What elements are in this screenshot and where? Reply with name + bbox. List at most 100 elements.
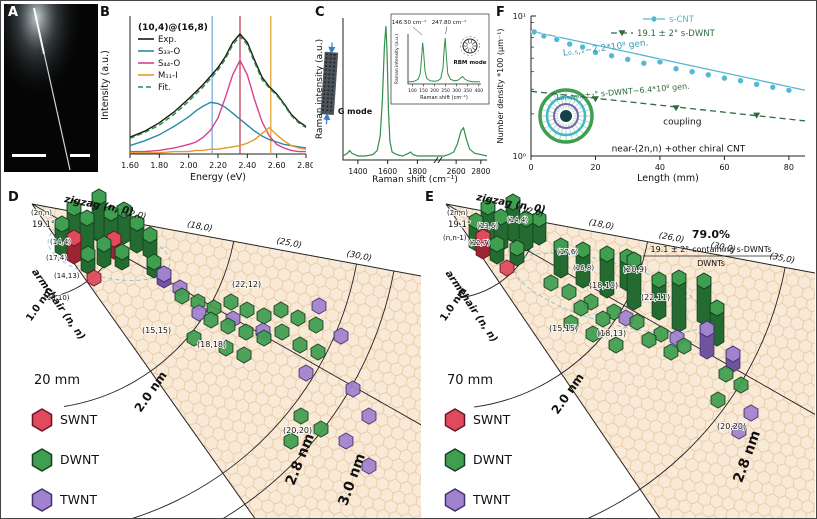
svg-text:19.1 ± 2° s-DWNT: 19.1 ± 2° s-DWNT [637,29,716,39]
svg-text:20: 20 [590,163,600,172]
data-point [785,86,793,94]
scale-bar [12,154,46,157]
svg-text:(12,7): (12,7) [469,239,490,247]
svg-text:2.0 nm: 2.0 nm [132,369,170,415]
svg-text:(18,0): (18,0) [588,218,615,233]
series-line [130,58,306,153]
dwnt-cross-section-graphic [538,88,594,144]
data-point [530,28,538,36]
svg-text:2.20: 2.20 [209,161,227,170]
svg-text:(18,18): (18,18) [197,340,226,349]
diameter-arc [131,264,357,518]
trend-line [530,90,806,122]
raman-curve [342,25,488,157]
svg-text:(35,0): (35,0) [769,252,796,267]
svg-text:300: 300 [452,88,461,94]
svg-text:(17,6): (17,6) [557,248,578,256]
panel-label-b: B [100,5,110,20]
svg-text:Raman shift (cm⁻¹): Raman shift (cm⁻¹) [420,95,468,101]
chirality-markers [54,188,377,475]
axes [129,16,306,155]
data-point [640,59,648,67]
svg-text:200: 200 [430,88,439,94]
svg-text:(14,4): (14,4) [50,238,71,246]
data-point [753,112,761,119]
legend-hexagon [31,408,53,432]
panel-label-e: E [425,190,434,205]
svg-text:coupling: coupling [663,117,701,127]
data-point [566,40,573,48]
svg-text:2.40: 2.40 [238,161,256,170]
svg-text:(2n,n): (2n,n) [31,209,52,217]
legend-hexagon [31,448,53,472]
svg-text:(12,0): (12,0) [518,205,545,220]
svg-text:(12,0): (12,0) [120,208,147,222]
svg-text:2.60: 2.60 [268,161,286,170]
chirality-map-20mm: (2n,n) 19.1° (14,4) (17,4) (14,13) (10,10) (22… [24,188,421,518]
svg-text:1.0 nm: 1.0 nm [24,286,55,324]
svg-text:M₁₁-I: M₁₁-I [158,71,178,81]
svg-text:40: 40 [655,163,665,172]
svg-text:10⁰: 10⁰ [513,152,526,161]
data-point [704,71,712,79]
chirality-markers [468,193,759,440]
data-point [672,105,680,112]
svg-text:19.1°: 19.1° [448,220,471,230]
svg-text:Length (mm): Length (mm) [637,173,699,184]
graphene-lattice [446,204,815,518]
family-highlight-ellipse [47,222,171,282]
svg-text:TWNT: TWNT [59,492,97,507]
svg-text:79.0%: 79.0% [692,228,730,241]
svg-text:70 mm: 70 mm [447,373,493,388]
graphene-lattice [32,204,421,518]
svg-text:1.80: 1.80 [150,161,168,170]
svg-text:Exp.: Exp. [158,35,177,45]
svg-text:SWNT: SWNT [473,412,511,427]
svg-text:near-(2n,n) +other chiral CNT: near-(2n,n) +other chiral CNT [612,144,746,154]
svg-text:247.80 cm⁻¹: 247.80 cm⁻¹ [432,19,466,26]
svg-text:(14,4): (14,4) [507,216,528,224]
svg-text:(30,0): (30,0) [710,241,737,256]
svg-text:L₀.₅,₁₉.₁±₂° s-DWNT~6.4*10⁸ ge: L₀.₅,₁₉.₁±₂° s-DWNT~6.4*10⁸ gen. [556,82,690,103]
svg-text:TWNT: TWNT [472,492,510,507]
svg-text:10¹: 10¹ [513,12,526,21]
svg-text:80: 80 [784,163,794,172]
svg-text:2600: 2600 [447,167,466,176]
panel-label-c: C [315,5,325,20]
svg-text:DWNT: DWNT [60,452,99,467]
photo-glow [4,4,98,172]
svg-text:(30,0): (30,0) [346,249,373,263]
svg-text:(n,n-1): (n,n-1) [443,234,467,242]
svg-text:Raman intensity (a.u.): Raman intensity (a.u.) [394,34,400,84]
series-line [129,35,307,140]
svg-text:(15,15): (15,15) [549,324,578,333]
svg-text:(20,20): (20,20) [717,422,746,431]
svg-text:19.1 ± 2°-containing s-DWNTs: 19.1 ± 2°-containing s-DWNTs [650,245,771,254]
svg-text:Energy (eV): Energy (eV) [190,172,246,183]
data-point [608,52,615,60]
svg-text:(18,0): (18,0) [186,220,213,234]
trend-line [530,30,806,91]
raman-spectra-chart: 1400 1600 1800 2600 2800 Raman shift (cm⁻¹) Ra… [315,13,491,185]
svg-text:60: 60 [719,163,729,172]
svg-text:(15,15): (15,15) [142,326,171,335]
data-point [753,81,760,88]
svg-text:Intensity (a.u.): Intensity (a.u.) [100,50,111,120]
svg-text:DWNT: DWNT [473,452,512,467]
axes [342,18,487,161]
svg-text:2.00: 2.00 [180,161,198,170]
data-point [592,49,599,56]
panel-label-f: F [496,5,505,20]
svg-text:1400: 1400 [348,167,367,176]
svg-text:19.1°: 19.1° [32,220,55,230]
svg-text:400: 400 [474,88,483,94]
svg-text:(26,0): (26,0) [658,231,685,246]
svg-text:(10,10): (10,10) [44,294,70,302]
diameter-arc [587,267,786,518]
svg-text:20 mm: 20 mm [34,373,80,388]
svg-text:(25,0): (25,0) [276,236,303,250]
legend-hexagon [444,448,466,472]
chirality-map-70mm: (2n,n) 19.1° (n,n-1) (13,6) (14,4) (12,7) (17,… [438,192,815,518]
svg-text:350: 350 [463,88,472,94]
absorption-spectra-chart: 1.60 1.80 2.00 2.20 2.40 2.60 2.80 Energy (eV) I… [100,16,313,183]
